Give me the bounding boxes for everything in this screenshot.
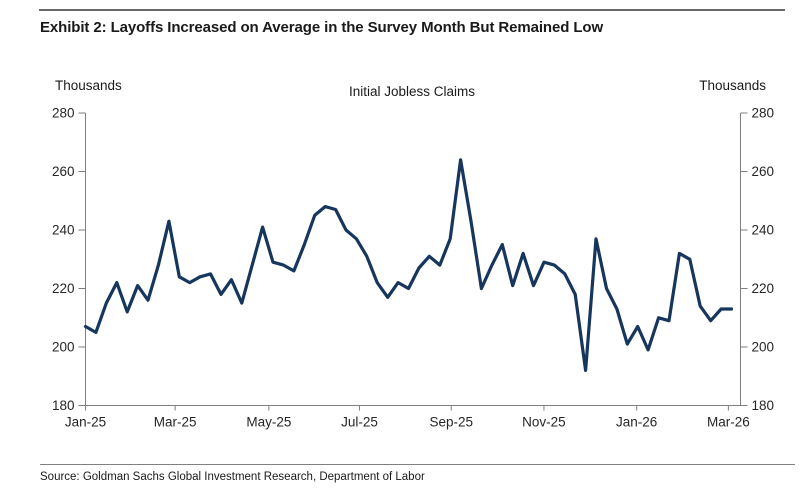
y-tick-label-right: 180 <box>752 398 775 413</box>
x-tick-label: May-25 <box>246 415 291 430</box>
bottom-divider <box>40 464 795 465</box>
y-tick-label-right: 260 <box>752 164 775 179</box>
y-tick-label-left: 240 <box>52 223 75 238</box>
source-note: Source: Goldman Sachs Global Investment … <box>40 471 425 483</box>
x-tick-label: Jan-26 <box>616 415 657 430</box>
initial-jobless-claims-line <box>83 158 734 372</box>
y-tick-label-left: 180 <box>52 398 75 413</box>
exhibit-title: Exhibit 2: Layoffs Increased on Average … <box>40 19 604 36</box>
y-tick-label-left: 280 <box>52 106 75 121</box>
right-axis-unit-label: Thousands <box>699 78 766 93</box>
y-tick-label-left: 260 <box>52 164 75 179</box>
chart-title: Initial Jobless Claims <box>348 84 476 99</box>
x-tick-label: Jan-25 <box>65 415 106 430</box>
y-tick-label-right: 240 <box>752 223 775 238</box>
x-tick-label: Nov-25 <box>522 415 566 430</box>
y-tick-label-right: 220 <box>752 281 775 296</box>
y-tick-label-left: 220 <box>52 281 75 296</box>
x-tick-label: Sep-25 <box>429 415 473 430</box>
left-axis-unit-label: Thousands <box>55 78 122 93</box>
y-tick-label-right: 200 <box>752 340 775 355</box>
y-tick-label-left: 200 <box>52 340 75 355</box>
y-tick-label-right: 280 <box>752 106 775 121</box>
x-tick-label: Jul-25 <box>341 415 378 430</box>
x-tick-label: Mar-26 <box>707 415 750 430</box>
x-tick-label: Mar-25 <box>154 415 197 430</box>
top-divider <box>39 9 785 11</box>
